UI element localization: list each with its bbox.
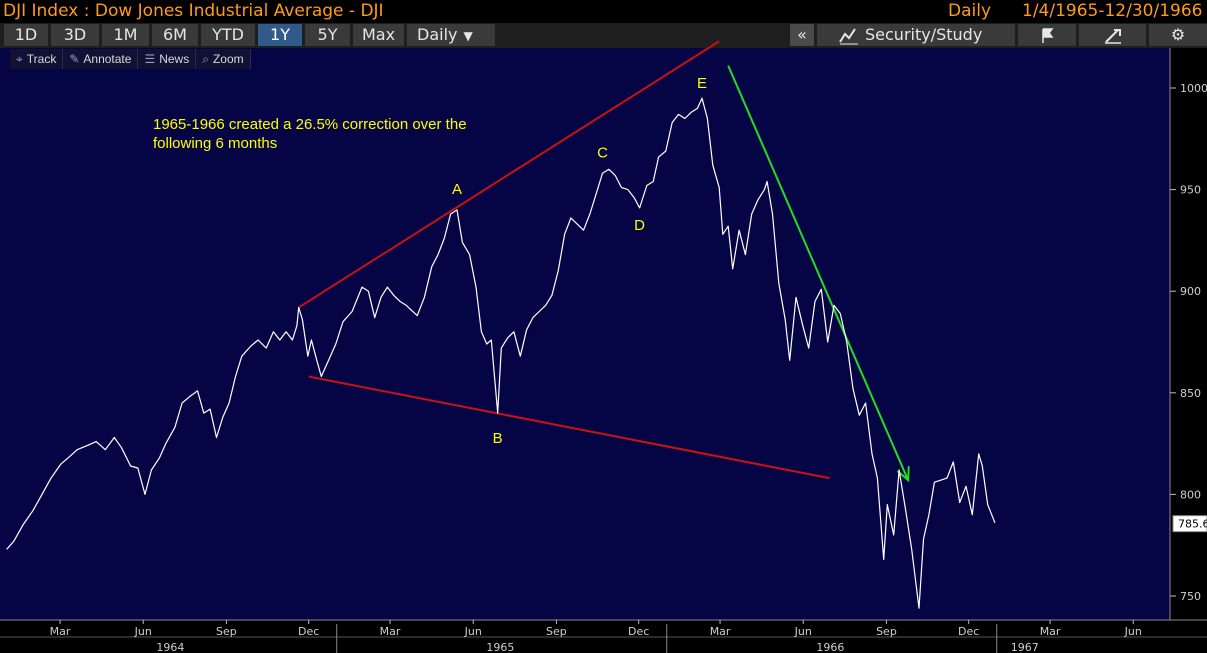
- year-label: 1967: [1011, 641, 1039, 653]
- track-tool-label: Track: [26, 52, 57, 66]
- frequency-label: Daily: [948, 1, 992, 21]
- zoom-tool-label: Zoom: [212, 52, 244, 66]
- crosshair-icon: ⌖: [16, 52, 23, 66]
- last-value-tag: [1172, 515, 1207, 533]
- x-tick-label: Jun: [794, 625, 812, 638]
- annotate-tool-label: Annotate: [83, 52, 132, 66]
- chart-tools: ⌖ Track ✎ Annotate ☰ News ⌕ Zoom: [10, 49, 251, 69]
- x-tick-label: Dec: [298, 625, 319, 638]
- upper-trend-line: [298, 40, 720, 309]
- lower-trend-line: [308, 375, 830, 480]
- decline-arrow-line: [727, 65, 910, 481]
- magnifier-icon: ⌕: [202, 52, 209, 66]
- wave-label-a: A: [452, 181, 462, 198]
- overlay-layer: [298, 40, 910, 483]
- period-button-3d[interactable]: 3D: [51, 24, 99, 46]
- track-tool[interactable]: ⌖ Track: [10, 49, 64, 69]
- x-tick-label: Mar: [50, 625, 71, 638]
- wave-label-e: E: [697, 75, 707, 92]
- y-tick-label: 850: [1180, 387, 1201, 400]
- chart-background: [0, 48, 1170, 620]
- security-study-button[interactable]: Security/Study: [817, 24, 1015, 46]
- period-button-ytd[interactable]: YTD: [201, 24, 255, 46]
- y-tick-label: 950: [1180, 184, 1201, 197]
- decline-arrow-head: [896, 466, 910, 483]
- x-tick-label: Jun: [464, 625, 482, 638]
- y-tick-label: 750: [1180, 590, 1201, 603]
- pencil-icon: ✎: [69, 52, 80, 66]
- x-tick-label: Sep: [546, 625, 567, 638]
- edit-button[interactable]: [1079, 24, 1146, 46]
- year-label: 1965: [486, 641, 514, 653]
- x-tick-label: Dec: [958, 625, 979, 638]
- series-layer: [6, 97, 996, 609]
- period-button-1d[interactable]: 1D: [4, 24, 48, 46]
- x-tick-label: Jun: [1124, 625, 1142, 638]
- caret-down-icon: ▼: [463, 29, 473, 43]
- news-tool[interactable]: ☰ News: [138, 49, 197, 69]
- x-tick-label: Sep: [876, 625, 897, 638]
- year-label: 1966: [816, 641, 844, 653]
- x-tick-label: Mar: [1040, 625, 1061, 638]
- flag-button[interactable]: [1018, 24, 1076, 46]
- period-toolbar: 1D 3D 1M 6M YTD 1Y 5Y Max Daily ▼ « Secur…: [0, 23, 1207, 48]
- chart-line-icon: [839, 24, 859, 52]
- x-tick-label: Dec: [628, 625, 649, 638]
- date-range-label: 1/4/1965-12/30/1966: [1022, 1, 1203, 21]
- last-value-label: 785.6: [1178, 518, 1207, 531]
- annotate-tool[interactable]: ✎ Annotate: [63, 49, 139, 69]
- edit-icon: [1104, 25, 1122, 44]
- gear-icon: ⚙: [1170, 25, 1186, 44]
- period-button-5y[interactable]: 5Y: [305, 24, 350, 46]
- x-tick-label: Mar: [710, 625, 731, 638]
- year-label: 1964: [156, 641, 184, 653]
- flag-icon: [1040, 25, 1054, 44]
- period-button-max[interactable]: Max: [353, 24, 404, 46]
- settings-button[interactable]: ⚙: [1149, 24, 1207, 46]
- news-icon: ☰: [144, 52, 156, 66]
- security-title: DJI Index : Dow Jones Industrial Average…: [3, 1, 384, 21]
- period-button-1m[interactable]: 1M: [102, 24, 149, 46]
- security-study-label: Security/Study: [865, 25, 983, 44]
- y-tick-label: 900: [1180, 285, 1201, 298]
- period-button-6m[interactable]: 6M: [152, 24, 198, 46]
- wave-label-c: C: [597, 144, 608, 161]
- collapse-button[interactable]: «: [790, 24, 814, 46]
- news-tool-label: News: [159, 52, 190, 66]
- title-bar: DJI Index : Dow Jones Industrial Average…: [0, 0, 1207, 23]
- correction-note-line: following 6 months: [153, 135, 277, 152]
- wave-label-d: D: [634, 217, 645, 234]
- price-series-line: [6, 97, 996, 609]
- x-tick-label: Sep: [216, 625, 237, 638]
- y-axis-panel: [1170, 48, 1207, 620]
- axis-layer: 750 800 850 900 950 1000 785.6 Mar Jun Sep Dec Mar J…: [0, 48, 1207, 653]
- zoom-tool[interactable]: ⌕ Zoom: [196, 49, 251, 69]
- frequency-select[interactable]: Daily ▼: [407, 24, 495, 46]
- x-tick-label: Mar: [380, 625, 401, 638]
- frequency-select-value: Daily: [417, 25, 458, 44]
- y-tick-label: 800: [1180, 488, 1201, 501]
- y-tick-label: 1000: [1180, 82, 1207, 95]
- wave-label-b: B: [493, 430, 503, 447]
- correction-note-line: 1965-1966 created a 26.5% correction ove…: [153, 116, 467, 133]
- label-layer: A B C D E 1965-1966 created a 26.5% correctio…: [153, 75, 707, 447]
- period-button-1y[interactable]: 1Y: [258, 24, 302, 46]
- x-tick-label: Jun: [134, 625, 152, 638]
